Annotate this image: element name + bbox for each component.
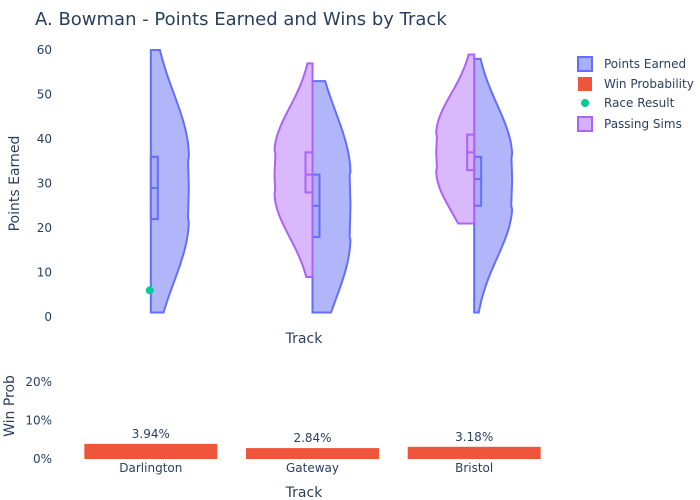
bar-darlington[interactable] <box>84 443 218 459</box>
violin-y-tick-label: 50 <box>37 88 52 102</box>
bar-x-ticks: Darlington Gateway Bristol <box>119 461 493 475</box>
bar-x-tick-label: Darlington <box>119 461 182 475</box>
violin-passing-sims-bristol[interactable] <box>435 53 476 225</box>
violin-points-earned-bristol[interactable] <box>473 57 514 314</box>
legend-swatch-points-earned <box>577 56 593 72</box>
race-result-point[interactable] <box>145 286 154 295</box>
legend-label-win-probability: Win Probability <box>604 77 694 91</box>
legend-item-race-result[interactable]: Race Result <box>581 96 675 110</box>
bar-marks: 3.94% 2.84% 3.18% <box>84 427 541 459</box>
violin-y-tick-label: 60 <box>37 43 52 57</box>
legend-swatch-race-result <box>581 99 589 107</box>
violin-points-earned-gateway[interactable] <box>311 80 352 314</box>
legend-swatch-passing-sims <box>577 116 593 132</box>
bar-y-axis-title: Win Prob <box>2 375 18 437</box>
violin-shape <box>435 53 476 225</box>
violin-box <box>473 155 483 207</box>
violin-y-tick-label: 0 <box>44 310 52 324</box>
bar-gateway[interactable] <box>246 448 379 459</box>
violin-shape <box>273 62 314 278</box>
legend-item-points-earned[interactable]: Points Earned <box>577 56 686 72</box>
legend-label-race-result: Race Result <box>604 96 675 110</box>
violin-points-earned-darlington[interactable] <box>149 49 190 314</box>
violin-passing-sims-gateway[interactable] <box>273 62 314 278</box>
violin-shape <box>473 57 514 314</box>
violin-y-tick-label: 10 <box>37 266 52 280</box>
bar-value-label: 2.84% <box>293 431 331 445</box>
violin-y-tick-label: 40 <box>37 132 52 146</box>
bar-x-tick-label: Bristol <box>455 461 493 475</box>
bar-x-axis-title: Track <box>285 485 324 500</box>
legend: Points Earned Win Probability Race Resul… <box>577 56 694 132</box>
bar-value-label: 3.18% <box>455 430 493 444</box>
legend-item-win-probability[interactable]: Win Probability <box>578 77 694 91</box>
bar-y-ticks: 0% 10% 20% <box>25 375 52 466</box>
violin-y-tick-label: 30 <box>37 177 52 191</box>
violin-box <box>304 151 314 194</box>
violin-shape <box>311 80 352 314</box>
bar-bristol[interactable] <box>407 446 541 459</box>
bar-value-label: 3.94% <box>132 427 170 441</box>
bar-y-tick-label: 0% <box>33 452 52 466</box>
legend-item-passing-sims[interactable]: Passing Sims <box>577 116 682 132</box>
bar-y-tick-label: 20% <box>25 375 52 389</box>
violin-shape <box>149 49 190 314</box>
legend-label-points-earned: Points Earned <box>604 57 686 71</box>
bar-y-tick-label: 10% <box>25 414 52 428</box>
bar-x-tick-label: Gateway <box>286 461 339 475</box>
violin-x-axis-title: Track <box>285 331 324 347</box>
violin-y-axis-title: Points Earned <box>7 136 23 232</box>
legend-label-passing-sims: Passing Sims <box>604 117 682 131</box>
violin-marks <box>145 49 514 314</box>
violin-y-ticks: 0 10 20 30 40 50 60 <box>37 43 52 324</box>
violin-y-tick-label: 20 <box>37 221 52 235</box>
win-prob-bar-plot: 0% 10% 20% 3.94% 2.84% 3.18% Darlington Gatew… <box>2 375 541 500</box>
violin-plot: 0 10 20 30 40 50 60 Points Earned Track <box>7 43 514 347</box>
legend-swatch-win-probability <box>578 77 592 91</box>
chart-title: A. Bowman - Points Earned and Wins by Tr… <box>35 9 447 30</box>
